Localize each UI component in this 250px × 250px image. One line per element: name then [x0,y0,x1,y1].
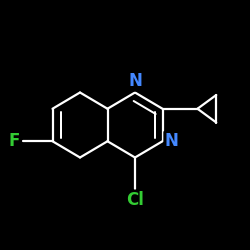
Text: N: N [165,132,179,150]
Text: N: N [165,132,179,150]
Text: N: N [128,72,142,90]
Text: F: F [8,132,20,150]
Text: N: N [128,72,142,90]
Text: F: F [8,132,20,150]
Text: Cl: Cl [126,191,144,209]
Text: Cl: Cl [126,191,144,209]
